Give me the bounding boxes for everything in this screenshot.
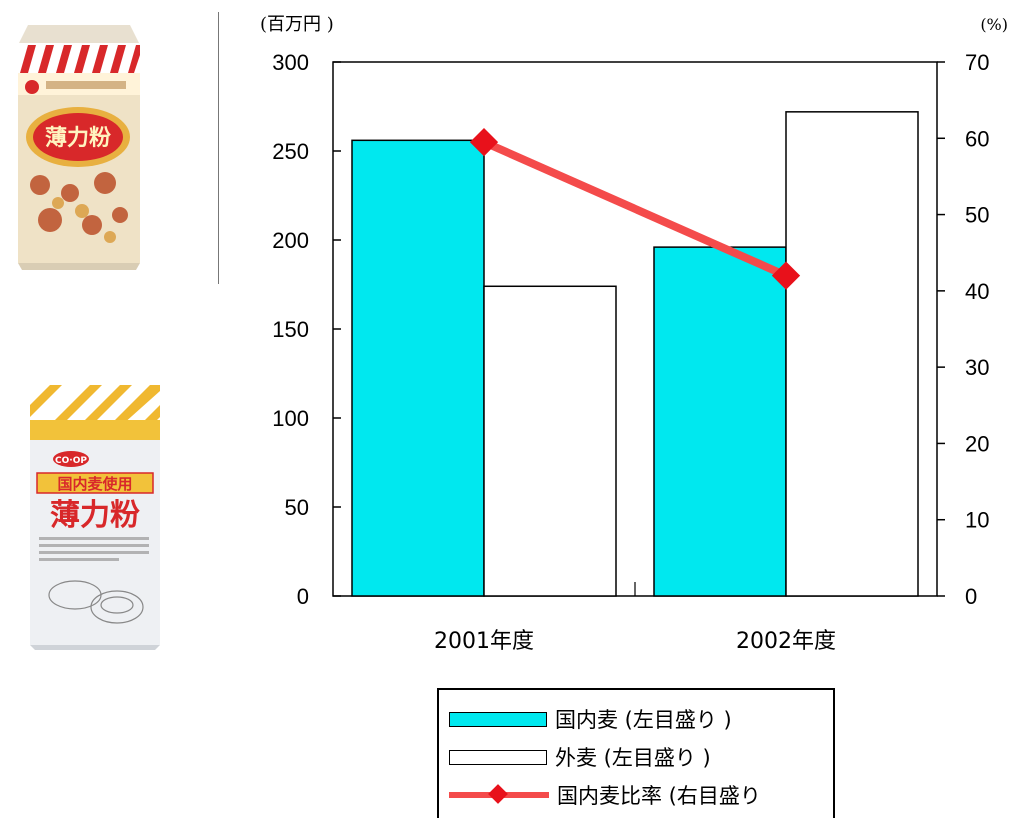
- legend-swatch-domestic: [449, 711, 547, 727]
- legend-label-foreign: 外麦 (左目盛り ): [555, 746, 711, 770]
- right-tick-label: 60: [965, 126, 989, 151]
- category-label: 2002年度: [736, 629, 836, 654]
- flour-package-coop-image: CO·OP 国内麦使用 薄力粉: [25, 375, 165, 650]
- left-axis-unit: (百万円 ): [260, 14, 334, 35]
- right-tick-label: 70: [965, 50, 989, 75]
- left-tick-label: 250: [272, 139, 309, 164]
- legend-swatch-ratio: [449, 784, 549, 806]
- chart-legend: 国内麦 (左目盛り ) 外麦 (左目盛り ) 国内麦比率 (右目盛り: [437, 688, 835, 818]
- svg-text:薄力粉: 薄力粉: [50, 498, 140, 533]
- legend-swatch-foreign: [449, 749, 547, 765]
- flour-package-red-image: 薄力粉: [10, 25, 145, 270]
- right-tick-label: 30: [965, 355, 989, 380]
- right-axis: 0 10 20 30 40 50 60 70: [937, 50, 989, 609]
- legend-item-ratio: 国内麦比率 (右目盛り: [449, 780, 761, 810]
- right-axis-unit: (%): [980, 15, 1008, 34]
- ratio-line: [482, 138, 788, 280]
- bar-domestic: [351, 139, 485, 597]
- bar-line-chart: 0 50 100 150 200 250 300 0 10 20 30 40 50 60 70 2001年…: [260, 14, 1008, 654]
- svg-text:CO·OP: CO·OP: [55, 456, 87, 466]
- bar-domestic: [653, 246, 787, 597]
- bar-foreign: [785, 111, 919, 597]
- bar-foreign: [483, 285, 617, 597]
- right-tick-label: 20: [965, 431, 989, 456]
- svg-text:薄力粉: 薄力粉: [45, 126, 111, 151]
- bars-group: [351, 111, 919, 597]
- diamond-marker-icon: [488, 784, 508, 804]
- left-tick-label: 200: [272, 228, 309, 253]
- left-tick-label: 100: [272, 406, 309, 431]
- svg-text:国内麦使用: 国内麦使用: [57, 475, 132, 493]
- x-axis: 2001年度 2002年度: [434, 629, 836, 654]
- left-tick-label: 300: [272, 50, 309, 75]
- right-tick-label: 40: [965, 279, 989, 304]
- left-tick-label: 150: [272, 317, 309, 342]
- legend-item-foreign: 外麦 (左目盛り ): [449, 742, 711, 772]
- right-tick-label: 50: [965, 203, 989, 228]
- ratio-point: [771, 261, 801, 290]
- right-tick-label: 0: [965, 584, 977, 609]
- vertical-divider: [218, 12, 219, 284]
- legend-label-domestic: 国内麦 (左目盛り ): [555, 708, 732, 732]
- left-tick-label: 50: [285, 495, 309, 520]
- legend-label-ratio: 国内麦比率 (右目盛り: [557, 784, 761, 808]
- left-axis: 0 50 100 150 200 250 300: [272, 50, 341, 609]
- right-tick-label: 10: [965, 508, 989, 533]
- left-tick-label: 0: [297, 584, 309, 609]
- category-label: 2001年度: [434, 629, 534, 654]
- legend-item-domestic: 国内麦 (左目盛り ): [449, 704, 732, 734]
